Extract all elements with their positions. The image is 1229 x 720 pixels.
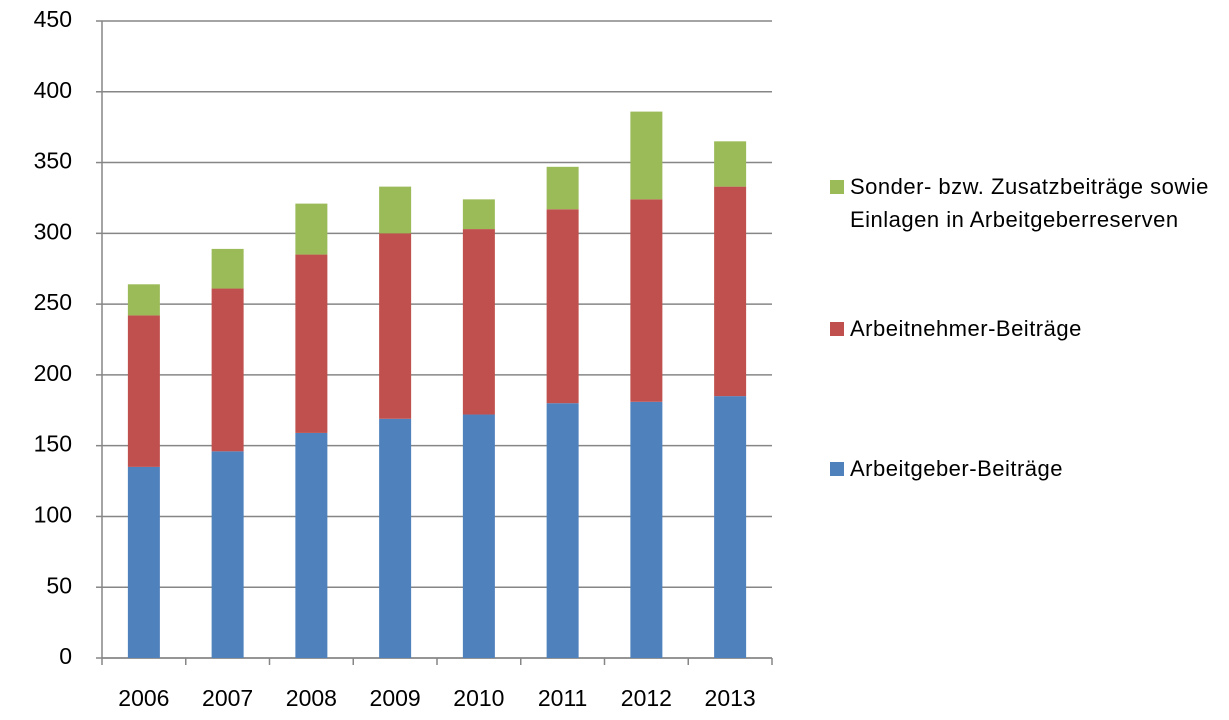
y-tick-label: 450 <box>34 6 72 32</box>
bar-segment <box>546 209 579 404</box>
bar-segment <box>127 284 160 316</box>
y-tick-label: 300 <box>34 218 72 244</box>
bar-segment <box>462 199 495 230</box>
y-tick-label: 200 <box>34 360 72 386</box>
x-tick-label: 2012 <box>621 685 672 711</box>
legend-label: Arbeitnehmer-Beiträge <box>850 316 1082 341</box>
legend-swatch <box>830 322 844 336</box>
y-tick-label: 250 <box>34 289 72 315</box>
legend-entry: Arbeitgeber-Beiträge <box>830 452 1225 485</box>
bar-segment <box>211 288 244 452</box>
bar-segment <box>211 451 244 658</box>
x-tick-label: 2011 <box>538 685 587 711</box>
bar-segment <box>462 414 495 658</box>
bar-segment <box>295 432 328 658</box>
x-tick-label: 2010 <box>453 685 504 711</box>
y-tick-label: 350 <box>34 148 72 174</box>
bar-segment <box>630 401 663 658</box>
bar-segment <box>379 233 412 419</box>
bar-segment <box>546 403 579 658</box>
bar-segment <box>295 203 328 255</box>
y-tick-label: 150 <box>34 431 72 457</box>
bar-segment <box>714 396 747 658</box>
y-tick-label: 50 <box>46 572 72 598</box>
x-tick-label: 2008 <box>286 685 337 711</box>
bar-segment <box>546 166 579 210</box>
bar-segment <box>462 229 495 415</box>
legend-entry: Arbeitnehmer-Beiträge <box>830 312 1225 345</box>
bar-segment <box>630 199 663 402</box>
y-tick-label: 0 <box>59 643 72 669</box>
bar-segment <box>714 141 747 187</box>
x-tick-label: 2007 <box>202 685 253 711</box>
y-tick-label: 400 <box>34 77 72 103</box>
bar-segment <box>211 248 244 289</box>
legend-entry: Sonder- bzw. Zusatzbeiträge sowie Einlag… <box>830 170 1225 236</box>
bar-segment <box>127 466 160 658</box>
bar-segment <box>379 186 412 234</box>
y-tick-label: 100 <box>34 502 72 528</box>
bar-segment <box>714 186 747 397</box>
x-tick-label: 2006 <box>118 685 169 711</box>
bar-segment <box>127 315 160 467</box>
legend-swatch <box>830 462 844 476</box>
bar-segment <box>295 254 328 433</box>
legend-swatch <box>830 180 844 194</box>
legend-label: Arbeitgeber-Beiträge <box>850 456 1064 481</box>
legend-label: Sonder- bzw. Zusatzbeiträge sowie Einlag… <box>850 174 1209 232</box>
x-tick-label: 2009 <box>370 685 421 711</box>
x-tick-label: 2013 <box>705 685 756 711</box>
bar-segment <box>379 418 412 658</box>
bar-segment <box>630 111 663 200</box>
